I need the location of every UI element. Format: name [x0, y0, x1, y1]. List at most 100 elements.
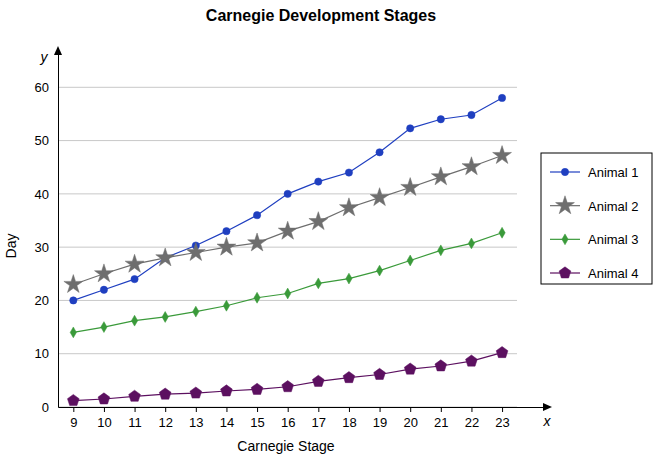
series-point	[223, 300, 229, 311]
series-point	[346, 273, 352, 284]
x-tick: 22	[465, 407, 479, 430]
y-tick-label: 30	[35, 240, 49, 255]
x-tick: 19	[373, 407, 387, 430]
x-tick-mark	[196, 407, 197, 412]
series-point	[404, 363, 416, 374]
series	[70, 227, 505, 337]
x-tick-label: 16	[281, 415, 295, 430]
series-point	[468, 238, 474, 249]
x-tick: 14	[220, 407, 234, 430]
series-point	[499, 227, 505, 238]
y-tick: 50	[35, 133, 58, 148]
y-axis-arrow	[54, 46, 62, 55]
x-axis-arrow	[543, 403, 552, 411]
x-tick-label: 18	[342, 415, 356, 430]
series-point	[186, 243, 205, 261]
series	[70, 94, 506, 304]
x-tick-label: 11	[128, 415, 142, 430]
series-point	[285, 288, 291, 299]
series-point	[100, 286, 107, 293]
x-tick-mark	[471, 407, 472, 412]
grid-line	[58, 87, 517, 88]
grid-line	[58, 140, 517, 141]
x-tick: 13	[189, 407, 203, 430]
y-axis-letter: y	[40, 49, 49, 65]
x-tick-label: 22	[465, 415, 479, 430]
series-point	[315, 178, 322, 185]
x-tick: 15	[250, 407, 264, 430]
y-tick: 30	[35, 240, 58, 255]
grid-line	[58, 247, 517, 248]
series-line	[73, 233, 502, 333]
series-line	[73, 353, 502, 401]
series-point	[435, 360, 447, 371]
series-point	[284, 190, 291, 197]
series-point	[431, 167, 450, 185]
legend-label: Animal 1	[588, 165, 639, 180]
series-point	[190, 387, 202, 398]
legend-label: Animal 2	[588, 199, 639, 214]
series-point	[370, 188, 389, 206]
series-point	[162, 312, 168, 323]
series-point	[468, 111, 475, 118]
series	[64, 146, 512, 293]
series-point	[131, 315, 137, 326]
y-tick: 60	[35, 80, 58, 95]
x-tick-mark	[257, 407, 258, 412]
series-point	[340, 198, 359, 216]
legend-marker	[561, 168, 568, 175]
y-tick-label: 40	[35, 187, 49, 202]
x-tick: 20	[403, 407, 417, 430]
series-point	[159, 388, 171, 399]
series-line	[73, 98, 502, 300]
x-tick: 10	[97, 407, 111, 430]
series-point	[67, 394, 79, 405]
series-point	[193, 306, 199, 317]
x-axis-line	[59, 407, 549, 408]
x-axis-title: Carnegie Stage	[237, 438, 335, 454]
series-point	[312, 375, 324, 386]
series-point	[437, 116, 444, 123]
x-tick-label: 21	[434, 415, 448, 430]
x-tick-label: 20	[403, 415, 417, 430]
series-point	[125, 254, 144, 272]
series-point	[462, 157, 481, 175]
series-point	[407, 125, 414, 132]
x-tick: 9	[70, 407, 77, 430]
series-point	[70, 297, 77, 304]
x-axis: 9 10 11 12 13 14 15 16 17 18 19 20 21 22 23	[59, 407, 549, 430]
grid	[58, 87, 517, 407]
x-tick-label: 23	[495, 415, 509, 430]
series-point	[221, 385, 233, 396]
legend-box	[541, 153, 652, 284]
x-tick-mark	[288, 407, 289, 412]
legend-marker	[562, 234, 568, 245]
x-tick-label: 10	[97, 415, 111, 430]
y-tick: 10	[35, 346, 58, 361]
series-point	[95, 264, 114, 282]
legend-label: Animal 3	[588, 232, 639, 247]
y-axis: 0102030405060	[35, 51, 59, 415]
title: Carnegie Development Stages	[206, 7, 436, 24]
plot-area	[64, 94, 512, 405]
y-tick-label: 20	[35, 293, 49, 308]
series-point	[101, 322, 107, 333]
x-tick: 21	[434, 407, 448, 430]
x-tick-label: 12	[158, 415, 172, 430]
series-point	[248, 233, 267, 251]
x-tick-label: 9	[70, 415, 77, 430]
series-point	[498, 94, 505, 101]
series-point	[217, 237, 236, 255]
series-point	[70, 327, 76, 338]
series-point	[343, 372, 355, 383]
series-point	[156, 248, 175, 266]
chart: Carnegie Development Stages 9 10 11 12 13 14 15…	[0, 0, 660, 460]
x-tick-mark	[104, 407, 105, 412]
x-tick-label: 17	[312, 415, 326, 430]
x-tick-mark	[380, 407, 381, 412]
series-point	[374, 368, 386, 379]
series-point	[282, 381, 294, 392]
series-point	[315, 278, 321, 289]
y-tick: 40	[35, 187, 58, 202]
series-point	[64, 275, 83, 293]
